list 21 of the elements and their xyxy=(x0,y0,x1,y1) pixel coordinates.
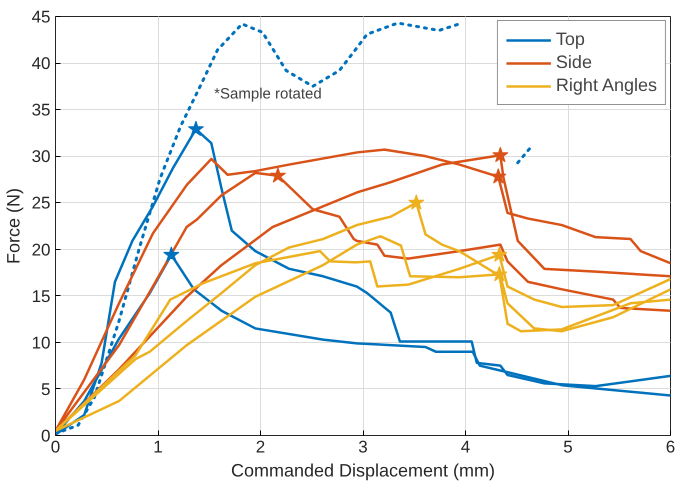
y-tick-label: 35 xyxy=(32,100,51,120)
x-tick-label: 1 xyxy=(153,438,163,456)
y-tick-label: 15 xyxy=(32,286,51,306)
x-tick-label: 6 xyxy=(666,438,676,456)
y-tick-label: 5 xyxy=(41,380,51,399)
x-axis-title: Commanded Displacement (mm) xyxy=(230,460,496,480)
legend-label: Top xyxy=(556,29,585,50)
y-tick-label: 45 xyxy=(32,8,51,26)
y-tick-label: 25 xyxy=(32,194,51,213)
x-tick-label: 2 xyxy=(256,438,266,456)
x-tick-label: 5 xyxy=(563,438,573,456)
annotation: *Sample rotated xyxy=(214,85,322,102)
y-tick-label: 40 xyxy=(32,54,51,74)
y-axis-title: Force (N) xyxy=(4,188,24,264)
x-tick-label: 4 xyxy=(460,438,470,456)
legend-label: Side xyxy=(556,52,592,73)
y-tick-label: 20 xyxy=(32,240,51,260)
legend-label: Right Angles xyxy=(556,75,657,96)
y-tick-label: 30 xyxy=(32,147,51,166)
x-tick-label: 3 xyxy=(358,438,368,456)
y-tick-label: 10 xyxy=(32,333,51,352)
